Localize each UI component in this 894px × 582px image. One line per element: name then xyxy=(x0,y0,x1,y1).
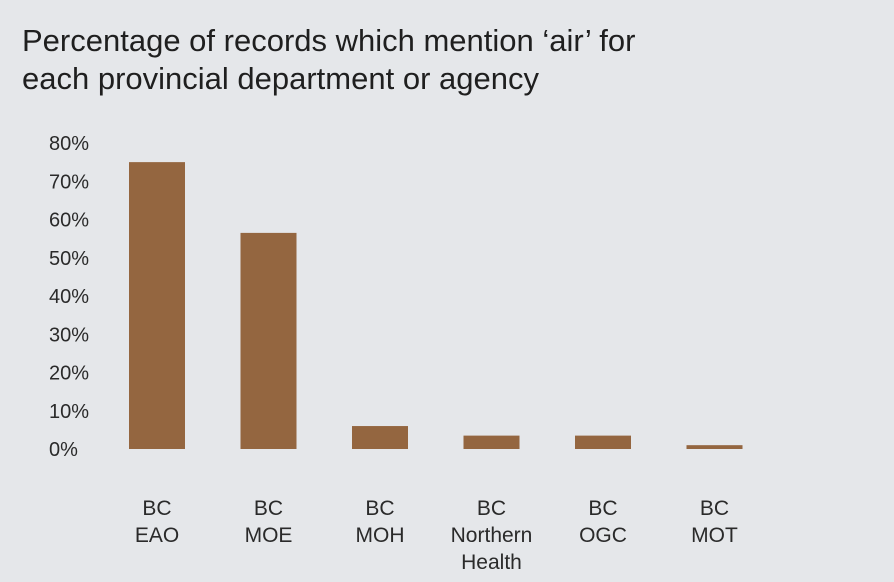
x-tick-label: BC EAO xyxy=(135,497,179,547)
y-tick-label: 0% xyxy=(49,439,78,461)
y-tick-label: 50% xyxy=(49,248,89,270)
bar xyxy=(686,445,743,449)
x-tick-label: BC MOH xyxy=(356,497,405,547)
y-tick-label: 20% xyxy=(49,363,89,385)
y-tick-label: 60% xyxy=(49,210,89,232)
chart-title-line-1: Percentage of records which mention ‘air… xyxy=(22,23,636,58)
y-axis: 0% 10% 20% 30% 40% 50% 60% 70% 80% xyxy=(49,133,89,461)
bar xyxy=(575,435,631,449)
x-tick-label: BC OGC xyxy=(579,497,627,547)
bar xyxy=(463,435,520,449)
y-tick-label: 30% xyxy=(49,324,89,346)
bars xyxy=(129,162,743,449)
x-tick-label: BC MOE xyxy=(245,497,293,547)
y-tick-label: 70% xyxy=(49,171,89,193)
x-tick-label: BC MOT xyxy=(691,497,738,547)
chart-title-line-2: each provincial department or agency xyxy=(22,61,539,96)
bar xyxy=(240,232,297,449)
x-axis: BC EAO BC MOE BC MOH BC Northern Health BC OGC BC MO… xyxy=(135,497,738,574)
bar xyxy=(129,162,185,449)
bar xyxy=(352,426,408,449)
y-tick-label: 80% xyxy=(49,133,89,155)
chart-title: Percentage of records which mention ‘air… xyxy=(22,22,882,98)
y-tick-label: 40% xyxy=(49,286,89,308)
y-tick-label: 10% xyxy=(49,401,89,423)
x-tick-label: BC Northern Health xyxy=(451,497,533,574)
